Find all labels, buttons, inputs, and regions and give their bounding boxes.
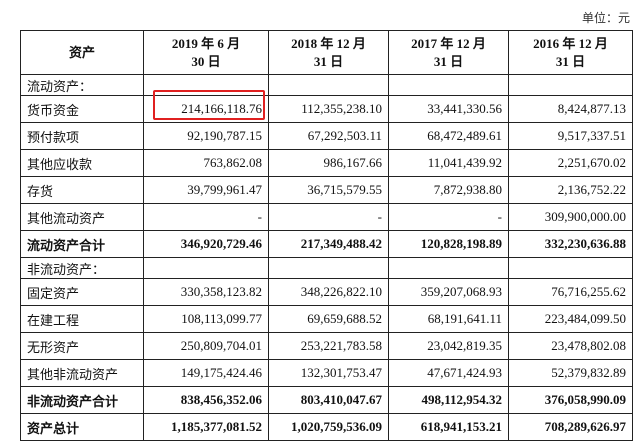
value-cell: 376,058,990.09 bbox=[508, 386, 633, 414]
row-label: 流动资产合计 bbox=[20, 230, 144, 258]
table-row: 其他应收款 763,862.08 986,167.66 11,041,439.92 2,… bbox=[20, 149, 633, 177]
value-cell: 92,190,787.15 bbox=[143, 122, 269, 150]
unit-note: 单位：元 bbox=[581, 11, 630, 25]
row-label: 非流动资产合计 bbox=[20, 386, 144, 414]
table-row: 非流动资产合计 838,456,352.06 803,410,047.67 498,1… bbox=[20, 386, 633, 414]
value-cell: 250,809,704.01 bbox=[143, 332, 269, 360]
value-cell: 132,301,753.47 bbox=[268, 359, 389, 387]
header-cell: 2017 年 12 月 31 日 bbox=[388, 30, 509, 75]
value-cell: 76,716,255.62 bbox=[508, 278, 633, 306]
row-label: 无形资产 bbox=[20, 332, 144, 360]
empty-cell bbox=[268, 257, 389, 279]
row-label: 流动资产： bbox=[20, 74, 144, 96]
value-cell: 108,113,099.77 bbox=[143, 305, 269, 333]
value-cell: 149,175,424.46 bbox=[143, 359, 269, 387]
value-cell: 67,292,503.11 bbox=[268, 122, 389, 150]
row-label: 资产总计 bbox=[20, 413, 144, 441]
empty-cell bbox=[508, 74, 633, 96]
value-cell: 359,207,068.93 bbox=[388, 278, 509, 306]
value-cell: 498,112,954.32 bbox=[388, 386, 509, 414]
value-cell: 68,191,641.11 bbox=[388, 305, 509, 333]
table-row: 存货 39,799,961.47 36,715,579.55 7,872,938.80… bbox=[20, 176, 633, 204]
row-label: 货币资金 bbox=[20, 95, 144, 123]
table-row: 资产总计 1,185,377,081.52 1,020,759,536.09 618,… bbox=[20, 413, 633, 441]
value-cell: 47,671,424.93 bbox=[388, 359, 509, 387]
balance-table: 资产 2019 年 6 月 30 日 2018 年 12 月 31 日 2017 年 … bbox=[20, 30, 633, 441]
table-row: 货币资金 214,166,118.76 112,355,238.10 33,441,3… bbox=[20, 95, 633, 123]
empty-cell bbox=[388, 257, 509, 279]
value-cell: 39,799,961.47 bbox=[143, 176, 269, 204]
value-cell: 8,424,877.13 bbox=[508, 95, 633, 123]
header-cell: 资产 bbox=[20, 30, 144, 75]
value-cell: 332,230,636.88 bbox=[508, 230, 633, 258]
table-body: 流动资产： 货币资金 214,166,118.76 112,355,238.10 33,… bbox=[20, 74, 633, 441]
header-cell: 2019 年 6 月 30 日 bbox=[143, 30, 269, 75]
value-cell: 52,379,832.89 bbox=[508, 359, 633, 387]
value-cell: 330,358,123.82 bbox=[143, 278, 269, 306]
row-label: 非流动资产： bbox=[20, 257, 144, 279]
header-cell: 2018 年 12 月 31 日 bbox=[268, 30, 389, 75]
value-cell: 346,920,729.46 bbox=[143, 230, 269, 258]
highlight-box bbox=[153, 90, 265, 120]
table-row: 预付款项 92,190,787.15 67,292,503.11 68,472,489… bbox=[20, 122, 633, 150]
header-row: 资产 2019 年 6 月 30 日 2018 年 12 月 31 日 2017 年 … bbox=[20, 30, 633, 75]
empty-cell bbox=[143, 257, 269, 279]
value-cell: 986,167.66 bbox=[268, 149, 389, 177]
value-cell: 838,456,352.06 bbox=[143, 386, 269, 414]
value-cell: 33,441,330.56 bbox=[388, 95, 509, 123]
value-cell: 217,349,488.42 bbox=[268, 230, 389, 258]
value-cell: 68,472,489.61 bbox=[388, 122, 509, 150]
value-cell: 11,041,439.92 bbox=[388, 149, 509, 177]
row-label: 其他流动资产 bbox=[20, 203, 144, 231]
row-label: 预付款项 bbox=[20, 122, 144, 150]
row-label: 其他应收款 bbox=[20, 149, 144, 177]
value-cell: 309,900,000.00 bbox=[508, 203, 633, 231]
value-cell: - bbox=[268, 203, 389, 231]
table-row: 非流动资产： bbox=[20, 257, 633, 279]
table-row: 流动资产合计 346,920,729.46 217,349,488.42 120,82… bbox=[20, 230, 633, 258]
value-cell: 803,410,047.67 bbox=[268, 386, 389, 414]
value-cell: 223,484,099.50 bbox=[508, 305, 633, 333]
row-label: 其他非流动资产 bbox=[20, 359, 144, 387]
table-row: 固定资产 330,358,123.82 348,226,822.10 359,207,… bbox=[20, 278, 633, 306]
value-cell: 708,289,626.97 bbox=[508, 413, 633, 441]
value-cell: - bbox=[388, 203, 509, 231]
table-row: 其他流动资产 - - -309,900,000.00 bbox=[20, 203, 633, 231]
header-cell: 2016 年 12 月 31 日 bbox=[508, 30, 633, 75]
table-row: 流动资产： bbox=[20, 74, 633, 96]
value-cell: 120,828,198.89 bbox=[388, 230, 509, 258]
value-cell: 1,020,759,536.09 bbox=[268, 413, 389, 441]
value-cell: 348,226,822.10 bbox=[268, 278, 389, 306]
table-row: 其他非流动资产 149,175,424.46 132,301,753.47 47,67… bbox=[20, 359, 633, 387]
value-cell: 23,042,819.35 bbox=[388, 332, 509, 360]
value-cell: 7,872,938.80 bbox=[388, 176, 509, 204]
row-label: 存货 bbox=[20, 176, 144, 204]
value-cell: 36,715,579.55 bbox=[268, 176, 389, 204]
value-cell: 253,221,783.58 bbox=[268, 332, 389, 360]
value-cell: 69,659,688.52 bbox=[268, 305, 389, 333]
empty-cell bbox=[268, 74, 389, 96]
value-cell: 2,136,752.22 bbox=[508, 176, 633, 204]
table-row: 无形资产 250,809,704.01 253,221,783.58 23,042,8… bbox=[20, 332, 633, 360]
row-label: 固定资产 bbox=[20, 278, 144, 306]
value-cell: - bbox=[143, 203, 269, 231]
row-label: 在建工程 bbox=[20, 305, 144, 333]
empty-cell bbox=[508, 257, 633, 279]
value-cell: 9,517,337.51 bbox=[508, 122, 633, 150]
table-row: 在建工程 108,113,099.77 69,659,688.52 68,191,64… bbox=[20, 305, 633, 333]
empty-cell bbox=[388, 74, 509, 96]
value-cell: 618,941,153.21 bbox=[388, 413, 509, 441]
value-cell: 112,355,238.10 bbox=[268, 95, 389, 123]
value-cell: 763,862.08 bbox=[143, 149, 269, 177]
value-cell: 2,251,670.02 bbox=[508, 149, 633, 177]
value-cell: 1,185,377,081.52 bbox=[143, 413, 269, 441]
value-cell: 23,478,802.08 bbox=[508, 332, 633, 360]
